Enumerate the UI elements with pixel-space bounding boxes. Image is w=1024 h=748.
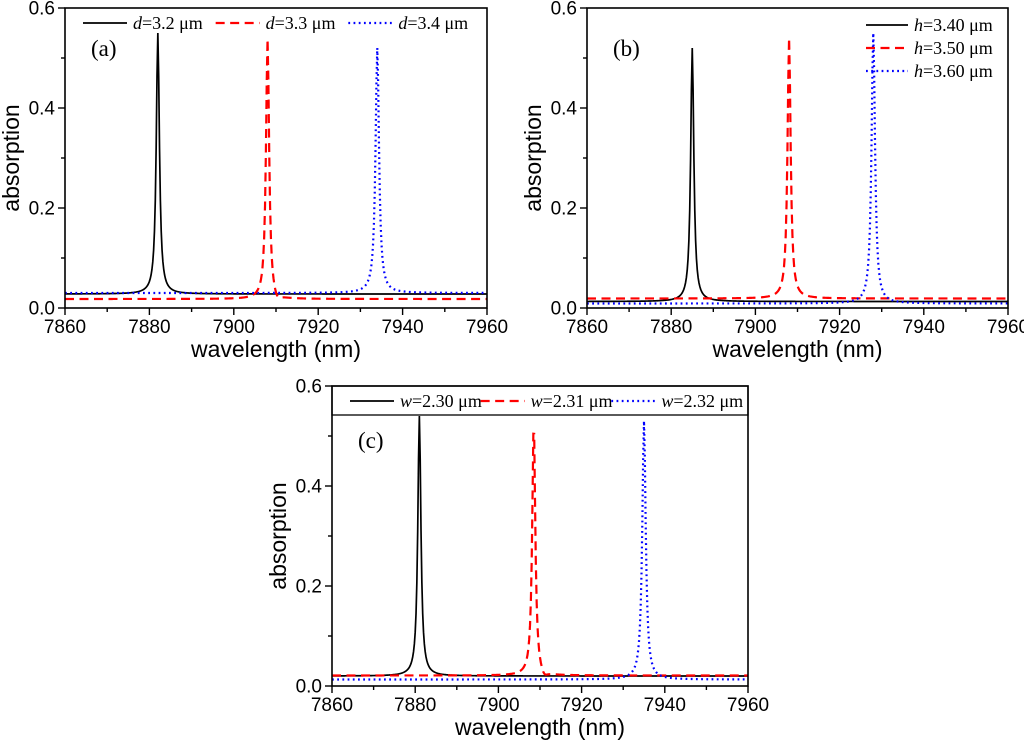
panel-b: 7860 7880 7900 7920 7940 7960 0.0 0.2 0.4 0.6 wave…	[512, 0, 1024, 375]
legend-label: d=3.3 μm	[266, 13, 336, 33]
x-tick-label: 7900	[477, 695, 519, 716]
y-tick-label: 0.4	[296, 477, 323, 498]
y-tick-label: 0.0	[29, 299, 55, 320]
series-group-a	[65, 32, 487, 301]
series-a-2	[65, 47, 487, 295]
panel-label-c: (c)	[358, 428, 384, 453]
y-axis-title-a: absorption	[0, 104, 24, 211]
legend-label: d=3.2 μm	[133, 13, 203, 33]
x-tick-label: 7940	[903, 317, 945, 338]
y-tick-label: 0.6	[551, 0, 577, 20]
legend-a: d=3.2 μm d=3.3 μm d=3.4 μm	[83, 13, 468, 33]
x-axis-title-c: wavelength (nm)	[454, 714, 625, 740]
legend-c: w=2.30 μm w=2.31 μm w=2.32 μm	[331, 385, 749, 416]
panel-label-b: (b)	[613, 36, 640, 61]
x-tick-label: 7920	[297, 317, 339, 338]
legend-label: w=2.31 μm	[531, 391, 613, 411]
axes-a	[58, 7, 488, 315]
x-tick-label: 7960	[466, 317, 508, 338]
legend-b: h=3.40 μm h=3.50 μm h=3.60 μm	[866, 15, 993, 81]
y-tick-label: 0.2	[551, 199, 577, 220]
series-c-0	[332, 415, 748, 677]
x-tick-label: 7920	[560, 695, 602, 716]
legend-label: w=2.32 μm	[661, 391, 743, 411]
legend-box	[331, 385, 749, 416]
x-tick-label: 7940	[644, 695, 686, 716]
panel-a: 7860 7880 7900 7920 7940 7960 0.0 0.2 0.4 0.6 wave…	[0, 0, 512, 375]
series-b-0	[587, 47, 1008, 303]
chart-b: 7860 7880 7900 7920 7940 7960 0.0 0.2 0.4 0.6 wave…	[520, 0, 1024, 362]
legend-label: h=3.40 μm	[914, 15, 993, 35]
x-tick-label: 7860	[311, 695, 353, 716]
chart-a: 7860 7880 7900 7920 7940 7960 0.0 0.2 0.4 0.6 wave…	[0, 0, 508, 362]
plot-frame-c	[331, 385, 749, 687]
x-axis-title-a: wavelength (nm)	[190, 336, 361, 362]
legend-label: w=2.30 μm	[400, 391, 482, 411]
x-tick-label: 7880	[394, 695, 436, 716]
axes-b	[580, 7, 1009, 315]
x-tick-label: 7900	[734, 317, 776, 338]
series-group-b	[587, 32, 1008, 305]
y-tick-label: 0.2	[29, 199, 55, 220]
y-tick-label: 0.4	[29, 99, 56, 120]
series-c-1	[332, 432, 748, 677]
panel-c: 7860 7880 7900 7920 7940 7960 0.0 0.2 0.4 0.6 wave…	[0, 375, 1024, 748]
y-tick-label: 0.2	[296, 577, 322, 598]
plot-frame-a	[64, 7, 488, 309]
series-c-2	[332, 420, 749, 681]
axes-c	[325, 385, 749, 693]
x-tick-label: 7860	[566, 317, 608, 338]
y-tick-label: 0.6	[29, 0, 55, 20]
series-a-1	[65, 39, 487, 301]
series-a-0	[65, 32, 487, 295]
x-tick-label: 7880	[128, 317, 170, 338]
y-tick-label: 0.6	[296, 377, 322, 398]
x-tick-label: 7880	[650, 317, 692, 338]
chart-c: 7860 7880 7900 7920 7940 7960 0.0 0.2 0.4 0.6 wave…	[265, 377, 769, 741]
legend-label: h=3.50 μm	[914, 38, 993, 58]
y-axis-title-b: absorption	[520, 104, 546, 211]
y-tick-label: 0.4	[551, 99, 578, 120]
x-tick-label: 7960	[987, 317, 1024, 338]
panel-label-a: (a)	[91, 36, 117, 61]
x-tick-label: 7860	[44, 317, 86, 338]
legend-label: h=3.60 μm	[914, 61, 993, 81]
x-tick-label: 7940	[381, 317, 423, 338]
y-tick-label: 0.0	[551, 299, 577, 320]
y-tick-label: 0.0	[296, 677, 322, 698]
x-axis-title-b: wavelength (nm)	[711, 336, 882, 362]
legend-label: d=3.4 μm	[398, 13, 468, 33]
y-axis-title-c: absorption	[265, 482, 291, 589]
x-tick-label: 7900	[213, 317, 255, 338]
x-tick-label: 7920	[818, 317, 860, 338]
x-tick-label: 7960	[727, 695, 769, 716]
series-group-c	[332, 415, 749, 681]
